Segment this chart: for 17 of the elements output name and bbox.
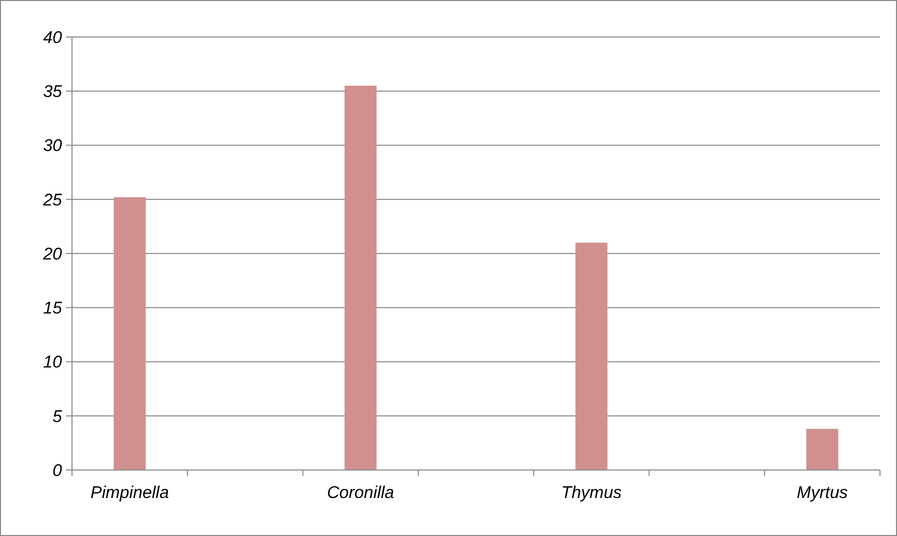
y-tick-label: 5 xyxy=(52,406,63,426)
y-tick-label: 35 xyxy=(43,82,63,102)
bar xyxy=(575,242,608,470)
x-tick-label: Myrtus xyxy=(796,483,848,502)
bar xyxy=(344,86,377,470)
y-tick-label: 15 xyxy=(43,298,63,318)
y-tick-label: 25 xyxy=(42,190,63,210)
x-tick-label: Pimpinella xyxy=(90,483,169,502)
y-tick-label: 0 xyxy=(52,460,63,480)
y-tick-label: 20 xyxy=(42,244,63,264)
x-tick-label: Thymus xyxy=(561,483,622,502)
y-tick-label: 30 xyxy=(43,136,63,156)
y-tick-label: 40 xyxy=(43,28,63,47)
bar xyxy=(114,197,146,470)
x-tick-label: Coronilla xyxy=(327,483,394,502)
y-tick-label: 10 xyxy=(43,352,63,372)
bar xyxy=(806,428,838,470)
